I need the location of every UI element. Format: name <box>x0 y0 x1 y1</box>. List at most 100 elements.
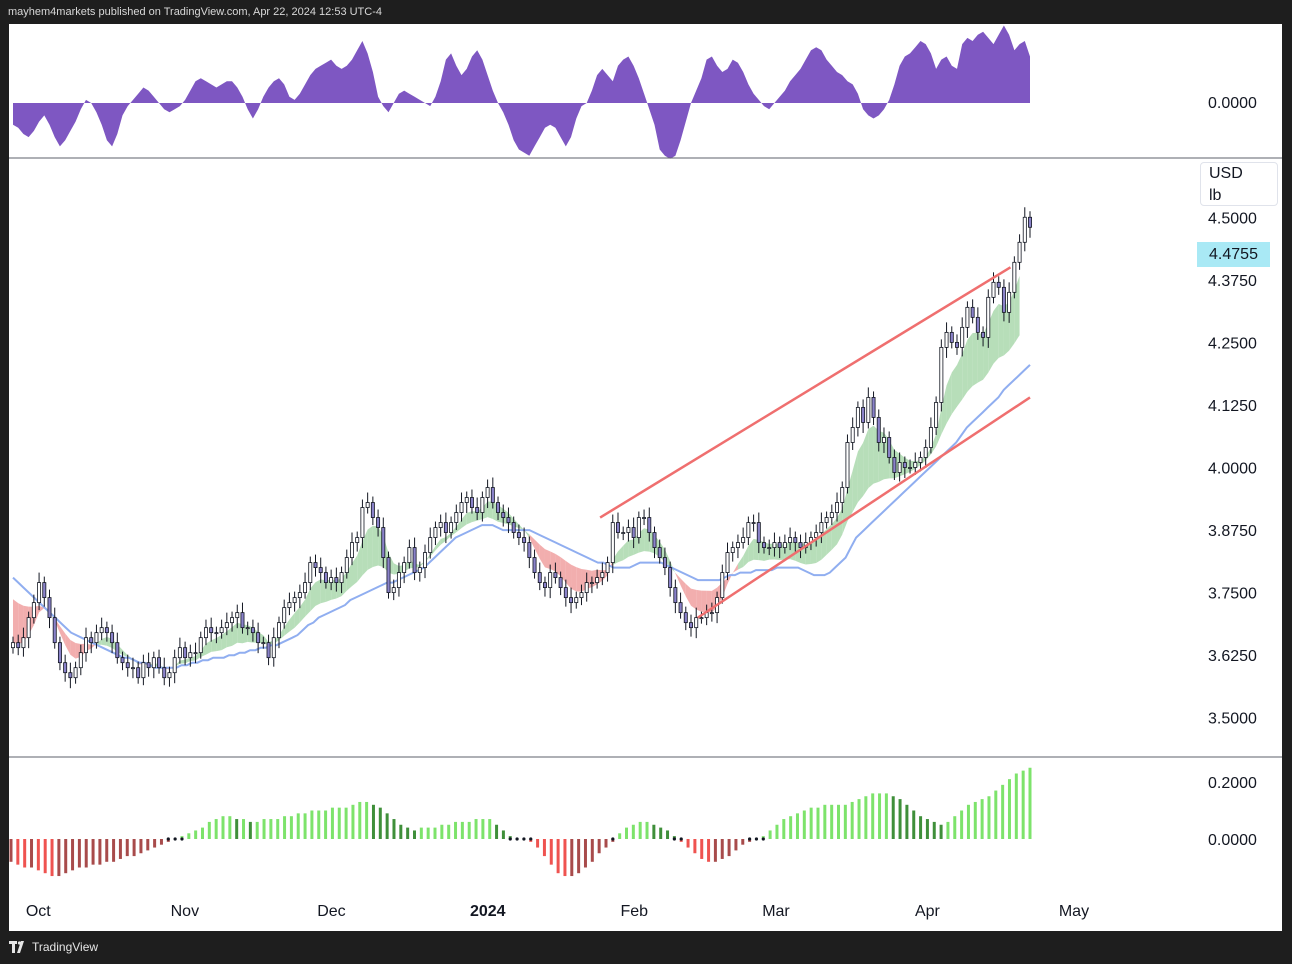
candle-body <box>913 462 918 468</box>
candle-body <box>475 507 480 513</box>
trend-band-segment <box>232 622 238 646</box>
trend-band-segment <box>59 626 66 645</box>
trend-band-segment <box>357 541 363 582</box>
candle-body <box>965 306 970 328</box>
trend-band-segment <box>430 546 436 557</box>
candle-body <box>548 572 553 589</box>
trend-band-segment <box>544 549 551 569</box>
trend-band-segment <box>972 332 978 386</box>
candle-body <box>428 537 433 553</box>
candle-body <box>996 281 1001 288</box>
channel-lower-line <box>697 396 1031 619</box>
trend-band-segment <box>868 425 874 489</box>
currency-label: USD <box>1209 165 1243 182</box>
candle-body <box>157 657 161 669</box>
trend-band-segment <box>555 553 561 577</box>
candle-body <box>16 642 21 649</box>
trend-band-segment <box>863 429 869 496</box>
candle-body <box>318 567 323 573</box>
trend-band-segment <box>263 635 269 645</box>
trend-band-segment <box>96 638 102 645</box>
candle-body <box>1017 241 1022 263</box>
candle-body <box>527 542 532 558</box>
candle-body <box>177 647 182 659</box>
candle-body <box>543 582 547 589</box>
candle-body <box>339 572 344 584</box>
trend-band-segment <box>179 659 186 664</box>
candle-body <box>438 522 443 528</box>
candle-body <box>605 562 610 573</box>
trend-band-segment <box>878 430 884 482</box>
candle-body <box>850 427 855 443</box>
candle-body <box>386 557 391 594</box>
x-tick-label: Mar <box>762 903 790 920</box>
candle-body <box>647 517 652 533</box>
candle-body <box>188 652 193 659</box>
candle-body <box>454 512 459 523</box>
candle-body <box>772 542 777 548</box>
trend-band-segment <box>487 501 493 519</box>
x-tick-label: Oct <box>26 903 51 920</box>
trend-band-segment <box>1003 302 1010 356</box>
trend-band-segment <box>701 590 707 613</box>
trend-band-segment <box>524 529 530 539</box>
candle-body <box>125 662 130 669</box>
candle-body <box>396 572 401 589</box>
trend-band-segment <box>560 557 566 583</box>
trend-band-segment <box>200 643 206 657</box>
candle-body <box>355 537 360 543</box>
candle-body <box>960 326 965 348</box>
candle-body <box>344 557 349 573</box>
candle-body <box>595 577 600 584</box>
candle-body <box>391 587 396 594</box>
candle-body <box>240 612 245 629</box>
candle-body <box>662 557 667 568</box>
trend-band-segment <box>941 385 947 435</box>
candle-body <box>694 617 699 629</box>
candle-body <box>1007 291 1012 313</box>
candle-body <box>204 627 208 639</box>
candle-body <box>297 592 302 599</box>
footer-brand[interactable]: TradingView <box>9 940 98 954</box>
zero-marker <box>754 837 759 841</box>
candle-body <box>949 331 954 343</box>
candle-body <box>37 582 42 604</box>
unit-label-box[interactable]: USD lb <box>1200 162 1278 206</box>
candle-body <box>167 672 172 679</box>
x-tick-label: Feb <box>621 903 649 920</box>
candle-body <box>798 542 803 548</box>
trend-band-segment <box>706 590 712 613</box>
candle-body <box>433 527 438 538</box>
trend-band-segment <box>852 451 858 512</box>
zero-marker <box>748 837 752 841</box>
trend-band-segment <box>331 579 337 600</box>
candle-body <box>725 552 730 573</box>
zero-marker <box>180 837 184 841</box>
candle-body <box>63 662 68 674</box>
candle-body <box>991 281 996 298</box>
zero-marker <box>761 837 765 841</box>
candle-body <box>699 617 704 620</box>
candle-body <box>824 517 829 523</box>
trend-band-segment <box>305 588 311 617</box>
candle-body <box>47 597 52 619</box>
price-tick-label: 4.5000 <box>1208 210 1257 227</box>
candle-body <box>861 407 866 423</box>
trend-band-segment <box>998 303 1004 358</box>
candle-body <box>1001 286 1006 313</box>
candle-body <box>198 637 203 654</box>
histogram-tick-label: 0.0000 <box>1208 832 1257 849</box>
candle-body <box>689 622 693 629</box>
candle-body <box>788 537 793 543</box>
candle-body <box>741 537 746 543</box>
candle-body <box>563 587 568 599</box>
candle-body <box>292 597 297 604</box>
price-panel: 4.5000 4.3750 4.2500 4.1250 4.0000 3.8750 3.75… <box>11 207 1257 728</box>
candle-body <box>277 622 281 639</box>
trend-band-segment <box>680 578 686 597</box>
candle-body <box>829 512 834 518</box>
candle-body <box>365 502 370 508</box>
candle-body <box>146 662 151 669</box>
x-tick-label: Nov <box>171 903 199 920</box>
